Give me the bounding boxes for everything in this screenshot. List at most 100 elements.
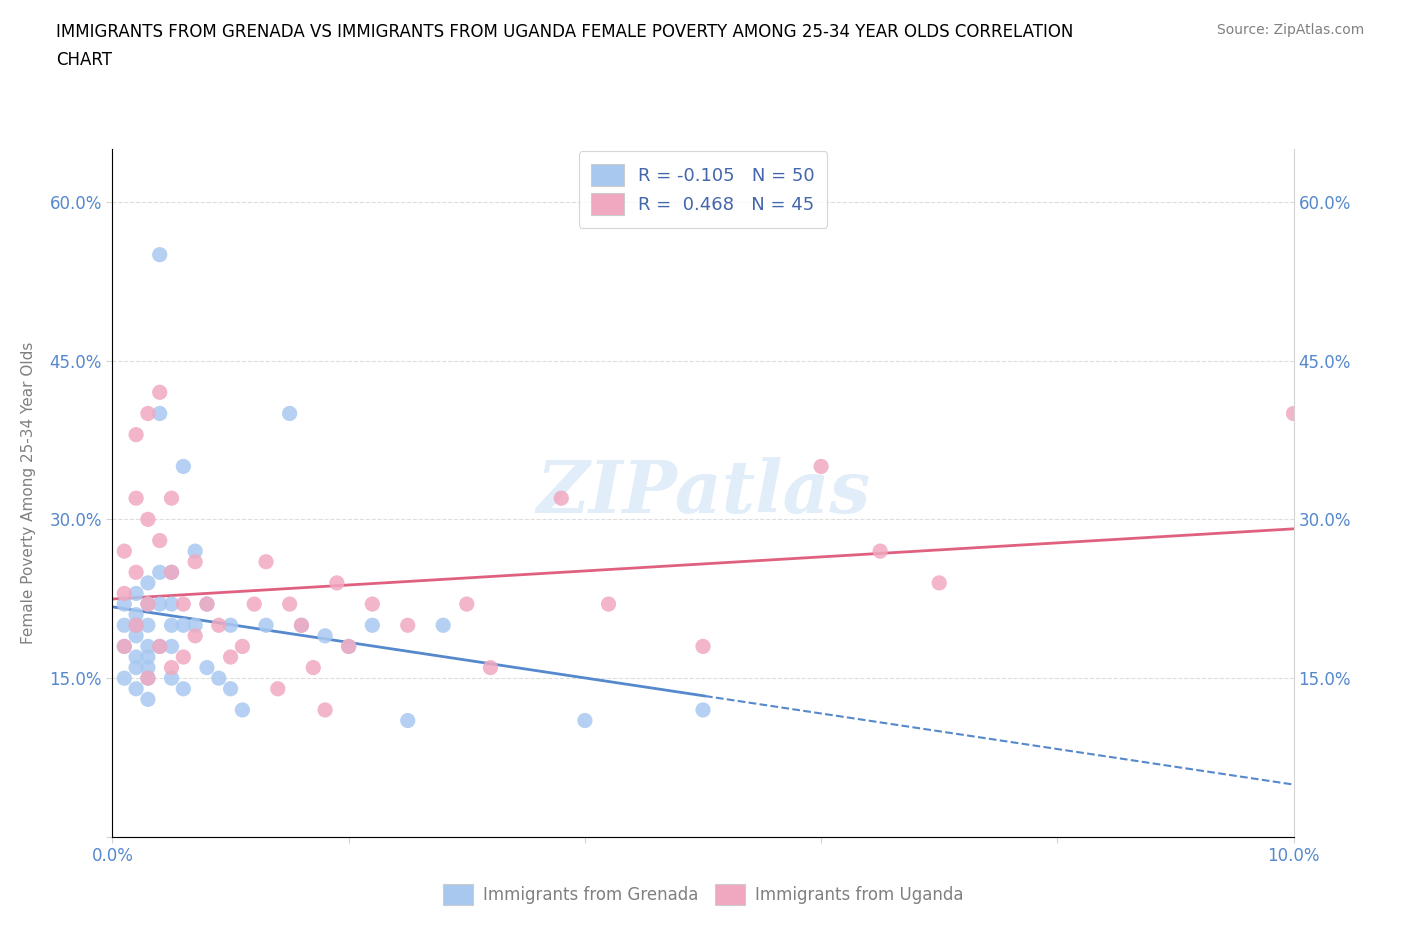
Point (125, 427, 148, 442)
Point (1282, 406, 1305, 421)
Point (172, 649, 194, 664)
Point (184, 629, 207, 644)
Point (278, 597, 301, 612)
Point (361, 618, 384, 632)
Point (160, 597, 183, 612)
Text: IMMIGRANTS FROM GRENADA VS IMMIGRANTS FROM UGANDA FEMALE POVERTY AMONG 25-34 YEA: IMMIGRANTS FROM GRENADA VS IMMIGRANTS FR… (56, 23, 1074, 41)
Point (219, 618, 242, 632)
Legend: Immigrants from Grenada, Immigrants from Uganda: Immigrants from Grenada, Immigrants from… (436, 878, 970, 911)
Point (396, 618, 419, 632)
Point (160, 671, 183, 685)
Point (267, 682, 290, 697)
Point (136, 597, 159, 612)
Point (136, 618, 159, 632)
Point (160, 618, 183, 632)
Point (149, 533, 172, 548)
Point (125, 660, 148, 675)
Point (172, 618, 194, 632)
Y-axis label: Female Poverty Among 25-34 Year Olds: Female Poverty Among 25-34 Year Olds (21, 341, 35, 644)
Point (302, 660, 325, 675)
Point (149, 639, 172, 654)
Point (149, 385, 172, 400)
Point (172, 597, 194, 612)
Point (314, 629, 336, 644)
Point (456, 597, 478, 612)
Point (361, 597, 384, 612)
Point (574, 713, 596, 728)
Point (231, 639, 253, 654)
Point (254, 618, 277, 632)
Point (160, 565, 183, 579)
Point (278, 406, 301, 421)
Point (136, 639, 159, 654)
Point (136, 671, 159, 685)
Point (869, 544, 891, 559)
Point (172, 459, 194, 474)
Point (125, 565, 148, 579)
Point (112, 544, 135, 559)
Point (125, 682, 148, 697)
Point (598, 597, 620, 612)
Point (149, 565, 172, 579)
Point (314, 702, 336, 717)
Point (195, 597, 218, 612)
Point (184, 544, 207, 559)
Point (479, 660, 502, 675)
Point (136, 692, 159, 707)
Text: ZIPatlas: ZIPatlas (536, 458, 870, 528)
Point (112, 597, 135, 612)
Point (290, 618, 312, 632)
Point (208, 618, 231, 632)
Point (125, 618, 148, 632)
Point (125, 649, 148, 664)
Point (195, 660, 218, 675)
Point (136, 597, 159, 612)
Point (136, 660, 159, 675)
Point (125, 586, 148, 601)
Point (928, 576, 950, 591)
Point (149, 597, 172, 612)
Point (136, 512, 159, 526)
Point (184, 554, 207, 569)
Point (149, 247, 172, 262)
Point (136, 576, 159, 591)
Point (160, 565, 183, 579)
Point (184, 618, 207, 632)
Text: CHART: CHART (56, 51, 112, 69)
Point (337, 639, 360, 654)
Point (125, 491, 148, 506)
Point (149, 639, 172, 654)
Point (160, 491, 183, 506)
Point (112, 671, 135, 685)
Point (810, 459, 832, 474)
Point (136, 406, 159, 421)
Point (692, 639, 714, 654)
Point (136, 671, 159, 685)
Point (136, 649, 159, 664)
Point (692, 702, 714, 717)
Point (112, 586, 135, 601)
Point (160, 639, 183, 654)
Text: Source: ZipAtlas.com: Source: ZipAtlas.com (1216, 23, 1364, 37)
Point (149, 406, 172, 421)
Point (550, 491, 572, 506)
Point (326, 576, 349, 591)
Point (172, 682, 194, 697)
Point (208, 671, 231, 685)
Point (396, 713, 419, 728)
Point (243, 597, 266, 612)
Point (337, 639, 360, 654)
Point (125, 618, 148, 632)
Point (254, 554, 277, 569)
Point (219, 682, 242, 697)
Point (125, 607, 148, 622)
Point (432, 618, 454, 632)
Point (195, 597, 218, 612)
Point (160, 660, 183, 675)
Point (125, 629, 148, 644)
Point (231, 702, 253, 717)
Point (112, 639, 135, 654)
Point (219, 649, 242, 664)
Point (112, 639, 135, 654)
Point (112, 618, 135, 632)
